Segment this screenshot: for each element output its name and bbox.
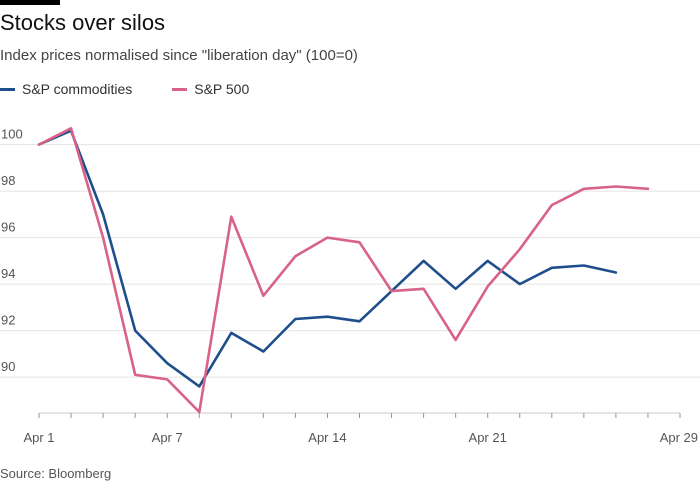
y-tick-label: 94 — [1, 266, 15, 281]
y-tick-label: 100 — [1, 127, 23, 142]
chart-title: Stocks over silos — [0, 10, 166, 35]
chart-subtitle: Index prices normalised since "liberatio… — [0, 47, 358, 64]
legend-swatch-commodities — [0, 87, 15, 91]
source-note: Source: Bloomberg — [0, 466, 112, 481]
legend-label-sp500: S&P 500 — [194, 81, 250, 97]
legend: S&P commodities S&P 500 — [0, 80, 289, 98]
legend-item-commodities: S&P commodities — [0, 81, 132, 97]
legend-item-sp500: S&P 500 — [172, 81, 249, 97]
x-tick-label: Apr 21 — [469, 430, 507, 445]
y-tick-label: 90 — [1, 359, 15, 374]
x-tick-label: Apr 1 — [23, 430, 54, 445]
y-tick-label: 92 — [1, 313, 15, 328]
x-tick-label: Apr 29 — [660, 430, 698, 445]
legend-swatch-sp500 — [172, 87, 188, 91]
series-line-commodities — [37, 129, 618, 388]
x-tick-label: Apr 7 — [152, 430, 183, 445]
y-tick-label: 96 — [1, 220, 15, 235]
x-tick-label: Apr 14 — [308, 430, 346, 445]
brand-bar — [0, 0, 60, 5]
series-line-sp500 — [37, 127, 650, 414]
y-tick-label: 98 — [1, 173, 15, 188]
legend-label-commodities: S&P commodities — [22, 81, 133, 97]
